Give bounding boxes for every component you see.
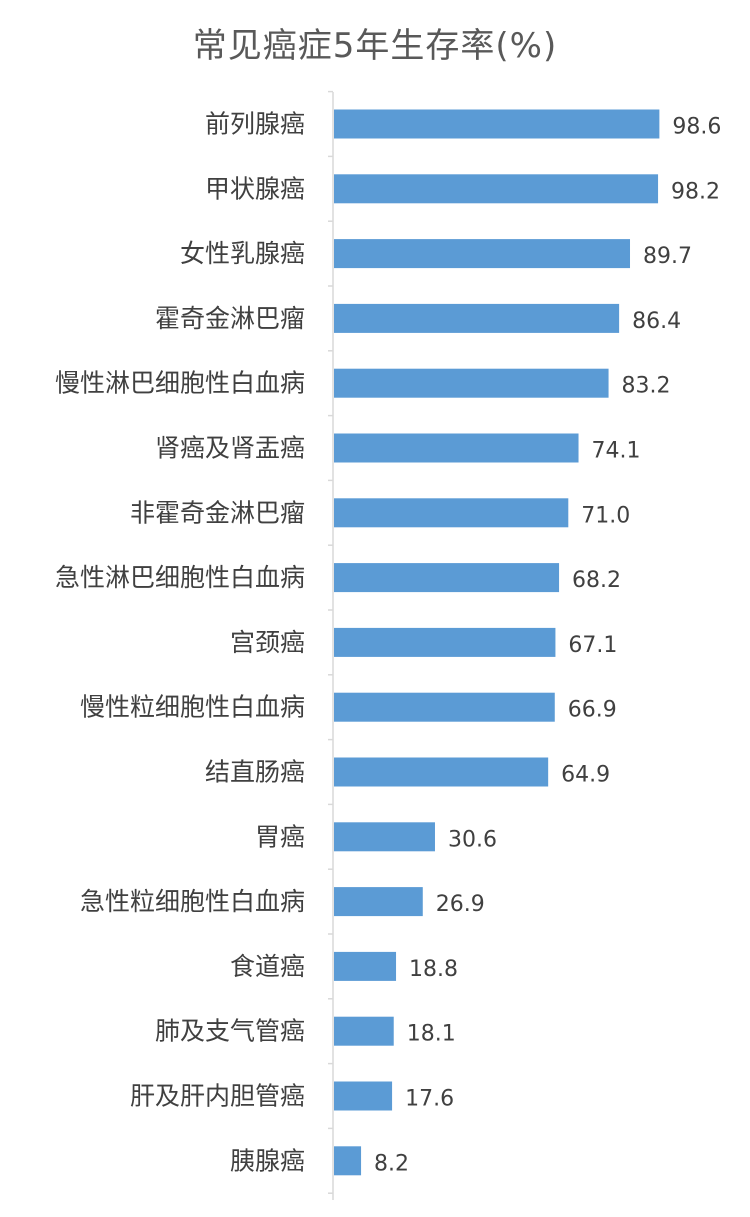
bar — [334, 822, 435, 852]
data-label: 8.2 — [374, 1151, 409, 1176]
category-label: 肝及肝内胆管癌 — [130, 1082, 305, 1111]
data-label: 67.1 — [568, 633, 617, 658]
category-label: 食道癌 — [230, 952, 305, 981]
data-label: 18.8 — [409, 957, 458, 982]
data-label: 71.0 — [581, 503, 630, 528]
bar — [334, 239, 631, 269]
category-label: 急性粒细胞性白血病 — [80, 887, 305, 916]
bar — [334, 498, 569, 528]
bar — [334, 303, 620, 333]
data-label: 74.1 — [592, 439, 641, 464]
category-label: 甲状腺癌 — [205, 174, 305, 203]
category-label: 结直肠癌 — [205, 758, 305, 787]
data-label: 89.7 — [643, 244, 692, 269]
data-label: 83.2 — [622, 374, 671, 399]
category-label: 肾癌及肾盂癌 — [155, 434, 305, 463]
data-label: 98.2 — [671, 179, 720, 204]
bar — [334, 951, 397, 981]
data-label: 17.6 — [405, 1087, 454, 1112]
bar — [334, 692, 555, 722]
bar — [334, 757, 549, 787]
bar — [334, 887, 423, 917]
bar — [334, 627, 556, 657]
category-label: 急性淋巴细胞性白血病 — [55, 563, 305, 592]
data-label: 64.9 — [561, 763, 610, 788]
bar — [334, 174, 659, 204]
chart-title: 常见癌症5年生存率(%) — [192, 26, 558, 66]
data-label: 30.6 — [448, 827, 497, 852]
data-label: 66.9 — [568, 698, 617, 723]
category-label: 宫颈癌 — [230, 628, 305, 657]
bar — [334, 1146, 362, 1176]
category-label: 胃癌 — [255, 822, 305, 851]
category-label: 肺及支气管癌 — [155, 1017, 305, 1046]
bar — [334, 109, 660, 139]
bar — [334, 368, 609, 398]
data-label: 98.6 — [672, 115, 721, 140]
data-label: 18.1 — [407, 1022, 456, 1047]
data-label: 26.9 — [436, 892, 485, 917]
data-label: 86.4 — [632, 309, 681, 334]
bar — [334, 563, 560, 593]
category-label: 前列腺癌 — [205, 110, 305, 139]
category-label: 非霍奇金淋巴瘤 — [130, 498, 305, 527]
data-label: 68.2 — [572, 568, 621, 593]
category-label: 霍奇金淋巴瘤 — [155, 304, 305, 333]
category-label: 女性乳腺癌 — [180, 239, 305, 268]
category-label: 慢性淋巴细胞性白血病 — [55, 369, 305, 398]
category-label: 慢性粒细胞性白血病 — [80, 693, 305, 722]
category-label: 胰腺癌 — [230, 1146, 305, 1175]
bar — [334, 1081, 393, 1111]
bar — [334, 1016, 394, 1046]
bar — [334, 433, 579, 463]
